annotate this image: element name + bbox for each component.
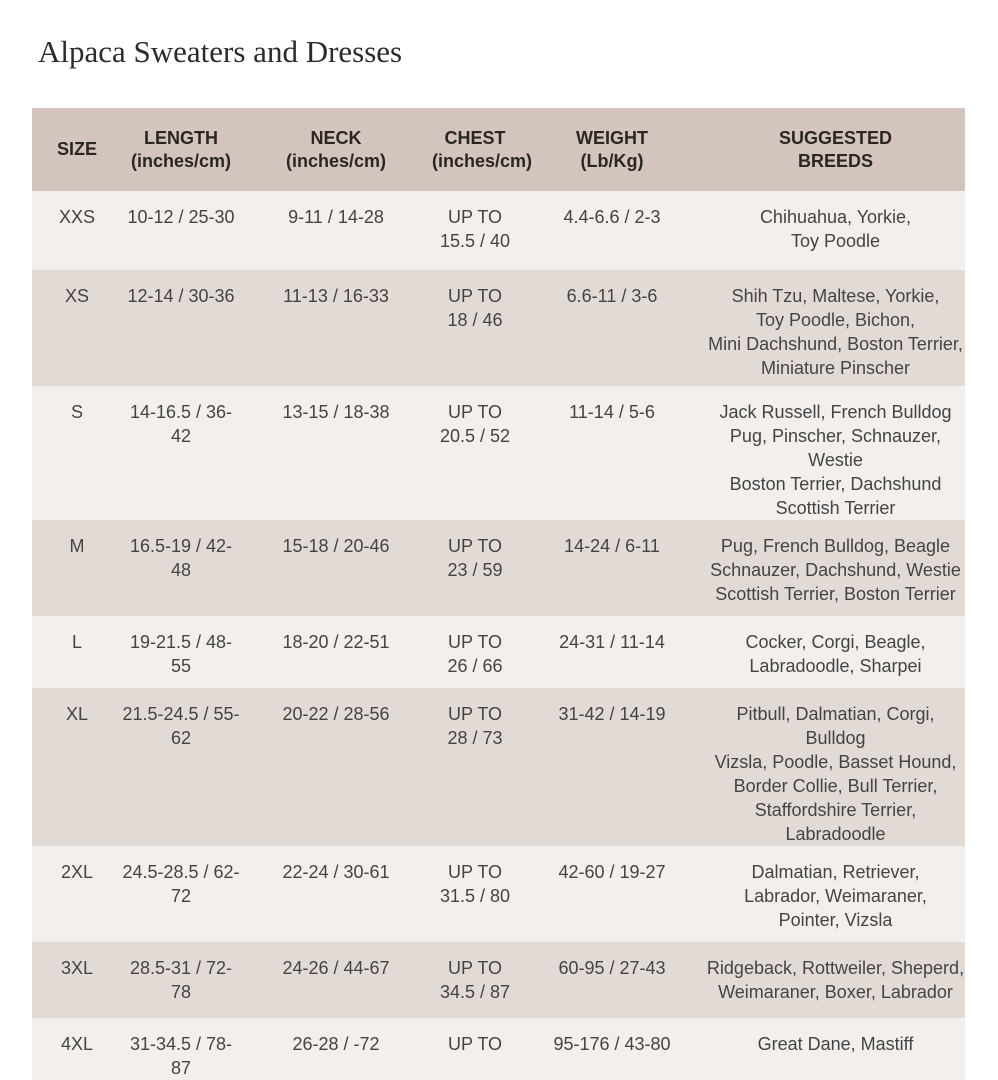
cell-weight: 60-95 / 27-43	[518, 942, 706, 1018]
cell-chest: UP TO	[432, 1018, 518, 1080]
table-row: XS 12-14 / 30-36 11-13 / 16-33 UP TO 18 / 4…	[32, 270, 965, 386]
cell-size: M	[32, 520, 122, 616]
cell-breeds: Chihuahua, Yorkie, Toy Poodle	[706, 191, 965, 270]
cell-breeds: Great Dane, Mastiff	[706, 1018, 965, 1080]
cell-chest: UP TO 20.5 / 52	[432, 386, 518, 520]
cell-length: 14-16.5 / 36-42	[122, 386, 240, 520]
cell-chest: UP TO 31.5 / 80	[432, 846, 518, 942]
table-row: M 16.5-19 / 42-48 15-18 / 20-46 UP TO 23 / …	[32, 520, 965, 616]
cell-chest: UP TO 18 / 46	[432, 270, 518, 386]
cell-size: L	[32, 616, 122, 688]
cell-weight: 4.4-6.6 / 2-3	[518, 191, 706, 270]
cell-length: 10-12 / 25-30	[122, 191, 240, 270]
cell-neck: 24-26 / 44-67	[240, 942, 432, 1018]
header-breeds: SUGGESTED BREEDS	[706, 108, 965, 191]
cell-breeds: Pug, French Bulldog, Beagle Schnauzer, D…	[706, 520, 965, 616]
cell-breeds: Pitbull, Dalmatian, Corgi, Bulldog Vizsl…	[706, 688, 965, 846]
cell-size: XS	[32, 270, 122, 386]
cell-breeds: Shih Tzu, Maltese, Yorkie, Toy Poodle, B…	[706, 270, 965, 386]
cell-length: 28.5-31 / 72-78	[122, 942, 240, 1018]
cell-neck: 9-11 / 14-28	[240, 191, 432, 270]
cell-chest: UP TO 23 / 59	[432, 520, 518, 616]
cell-weight: 42-60 / 19-27	[518, 846, 706, 942]
cell-weight: 11-14 / 5-6	[518, 386, 706, 520]
cell-breeds: Ridgeback, Rottweiler, Sheperd, Weimaran…	[706, 942, 965, 1018]
cell-size: XL	[32, 688, 122, 846]
table-row: 3XL 28.5-31 / 72-78 24-26 / 44-67 UP TO 34.…	[32, 942, 965, 1018]
cell-size: XXS	[32, 191, 122, 270]
cell-weight: 14-24 / 6-11	[518, 520, 706, 616]
cell-breeds: Cocker, Corgi, Beagle, Labradoodle, Shar…	[706, 616, 965, 688]
table-row: XL 21.5-24.5 / 55-62 20-22 / 28-56 UP TO 28…	[32, 688, 965, 846]
cell-weight: 24-31 / 11-14	[518, 616, 706, 688]
cell-size: S	[32, 386, 122, 520]
table-row: 4XL 31-34.5 / 78-87 26-28 / -72 UP TO 95-176…	[32, 1018, 965, 1080]
cell-length: 31-34.5 / 78-87	[122, 1018, 240, 1080]
cell-length: 12-14 / 30-36	[122, 270, 240, 386]
page-title: Alpaca Sweaters and Dresses	[38, 34, 403, 69]
cell-neck: 11-13 / 16-33	[240, 270, 432, 386]
cell-weight: 31-42 / 14-19	[518, 688, 706, 846]
cell-size: 2XL	[32, 846, 122, 942]
cell-neck: 26-28 / -72	[240, 1018, 432, 1080]
header-length: LENGTH (inches/cm)	[122, 108, 240, 191]
table-row: 2XL 24.5-28.5 / 62-72 22-24 / 30-61 UP TO 3…	[32, 846, 965, 942]
header-weight: WEIGHT (Lb/Kg)	[518, 108, 706, 191]
cell-size: 4XL	[32, 1018, 122, 1080]
table-row: L 19-21.5 / 48-55 18-20 / 22-51 UP TO 26 / …	[32, 616, 965, 688]
cell-chest: UP TO 28 / 73	[432, 688, 518, 846]
cell-length: 19-21.5 / 48-55	[122, 616, 240, 688]
cell-breeds: Jack Russell, French Bulldog Pug, Pinsch…	[706, 386, 965, 520]
header-size: SIZE	[32, 108, 122, 191]
header-row: SIZE LENGTH (inches/cm) NECK (inches/cm) CH…	[32, 108, 965, 191]
cell-length: 16.5-19 / 42-48	[122, 520, 240, 616]
cell-neck: 22-24 / 30-61	[240, 846, 432, 942]
table-row: XXS 10-12 / 25-30 9-11 / 14-28 UP TO 15.5 /…	[32, 191, 965, 270]
cell-weight: 6.6-11 / 3-6	[518, 270, 706, 386]
cell-length: 21.5-24.5 / 55-62	[122, 688, 240, 846]
cell-size: 3XL	[32, 942, 122, 1018]
table-row: S 14-16.5 / 36-42 13-15 / 18-38 UP TO 20.5 …	[32, 386, 965, 520]
cell-chest: UP TO 34.5 / 87	[432, 942, 518, 1018]
cell-neck: 15-18 / 20-46	[240, 520, 432, 616]
cell-length: 24.5-28.5 / 62-72	[122, 846, 240, 942]
cell-chest: UP TO 15.5 / 40	[432, 191, 518, 270]
cell-weight: 95-176 / 43-80	[518, 1018, 706, 1080]
cell-neck: 13-15 / 18-38	[240, 386, 432, 520]
size-chart-table: SIZE LENGTH (inches/cm) NECK (inches/cm) CH…	[32, 108, 965, 1080]
cell-neck: 20-22 / 28-56	[240, 688, 432, 846]
cell-neck: 18-20 / 22-51	[240, 616, 432, 688]
cell-chest: UP TO 26 / 66	[432, 616, 518, 688]
header-chest: CHEST (inches/cm)	[432, 108, 532, 191]
cell-breeds: Dalmatian, Retriever, Labrador, Weimaran…	[706, 846, 965, 942]
header-neck: NECK (inches/cm)	[240, 108, 432, 191]
